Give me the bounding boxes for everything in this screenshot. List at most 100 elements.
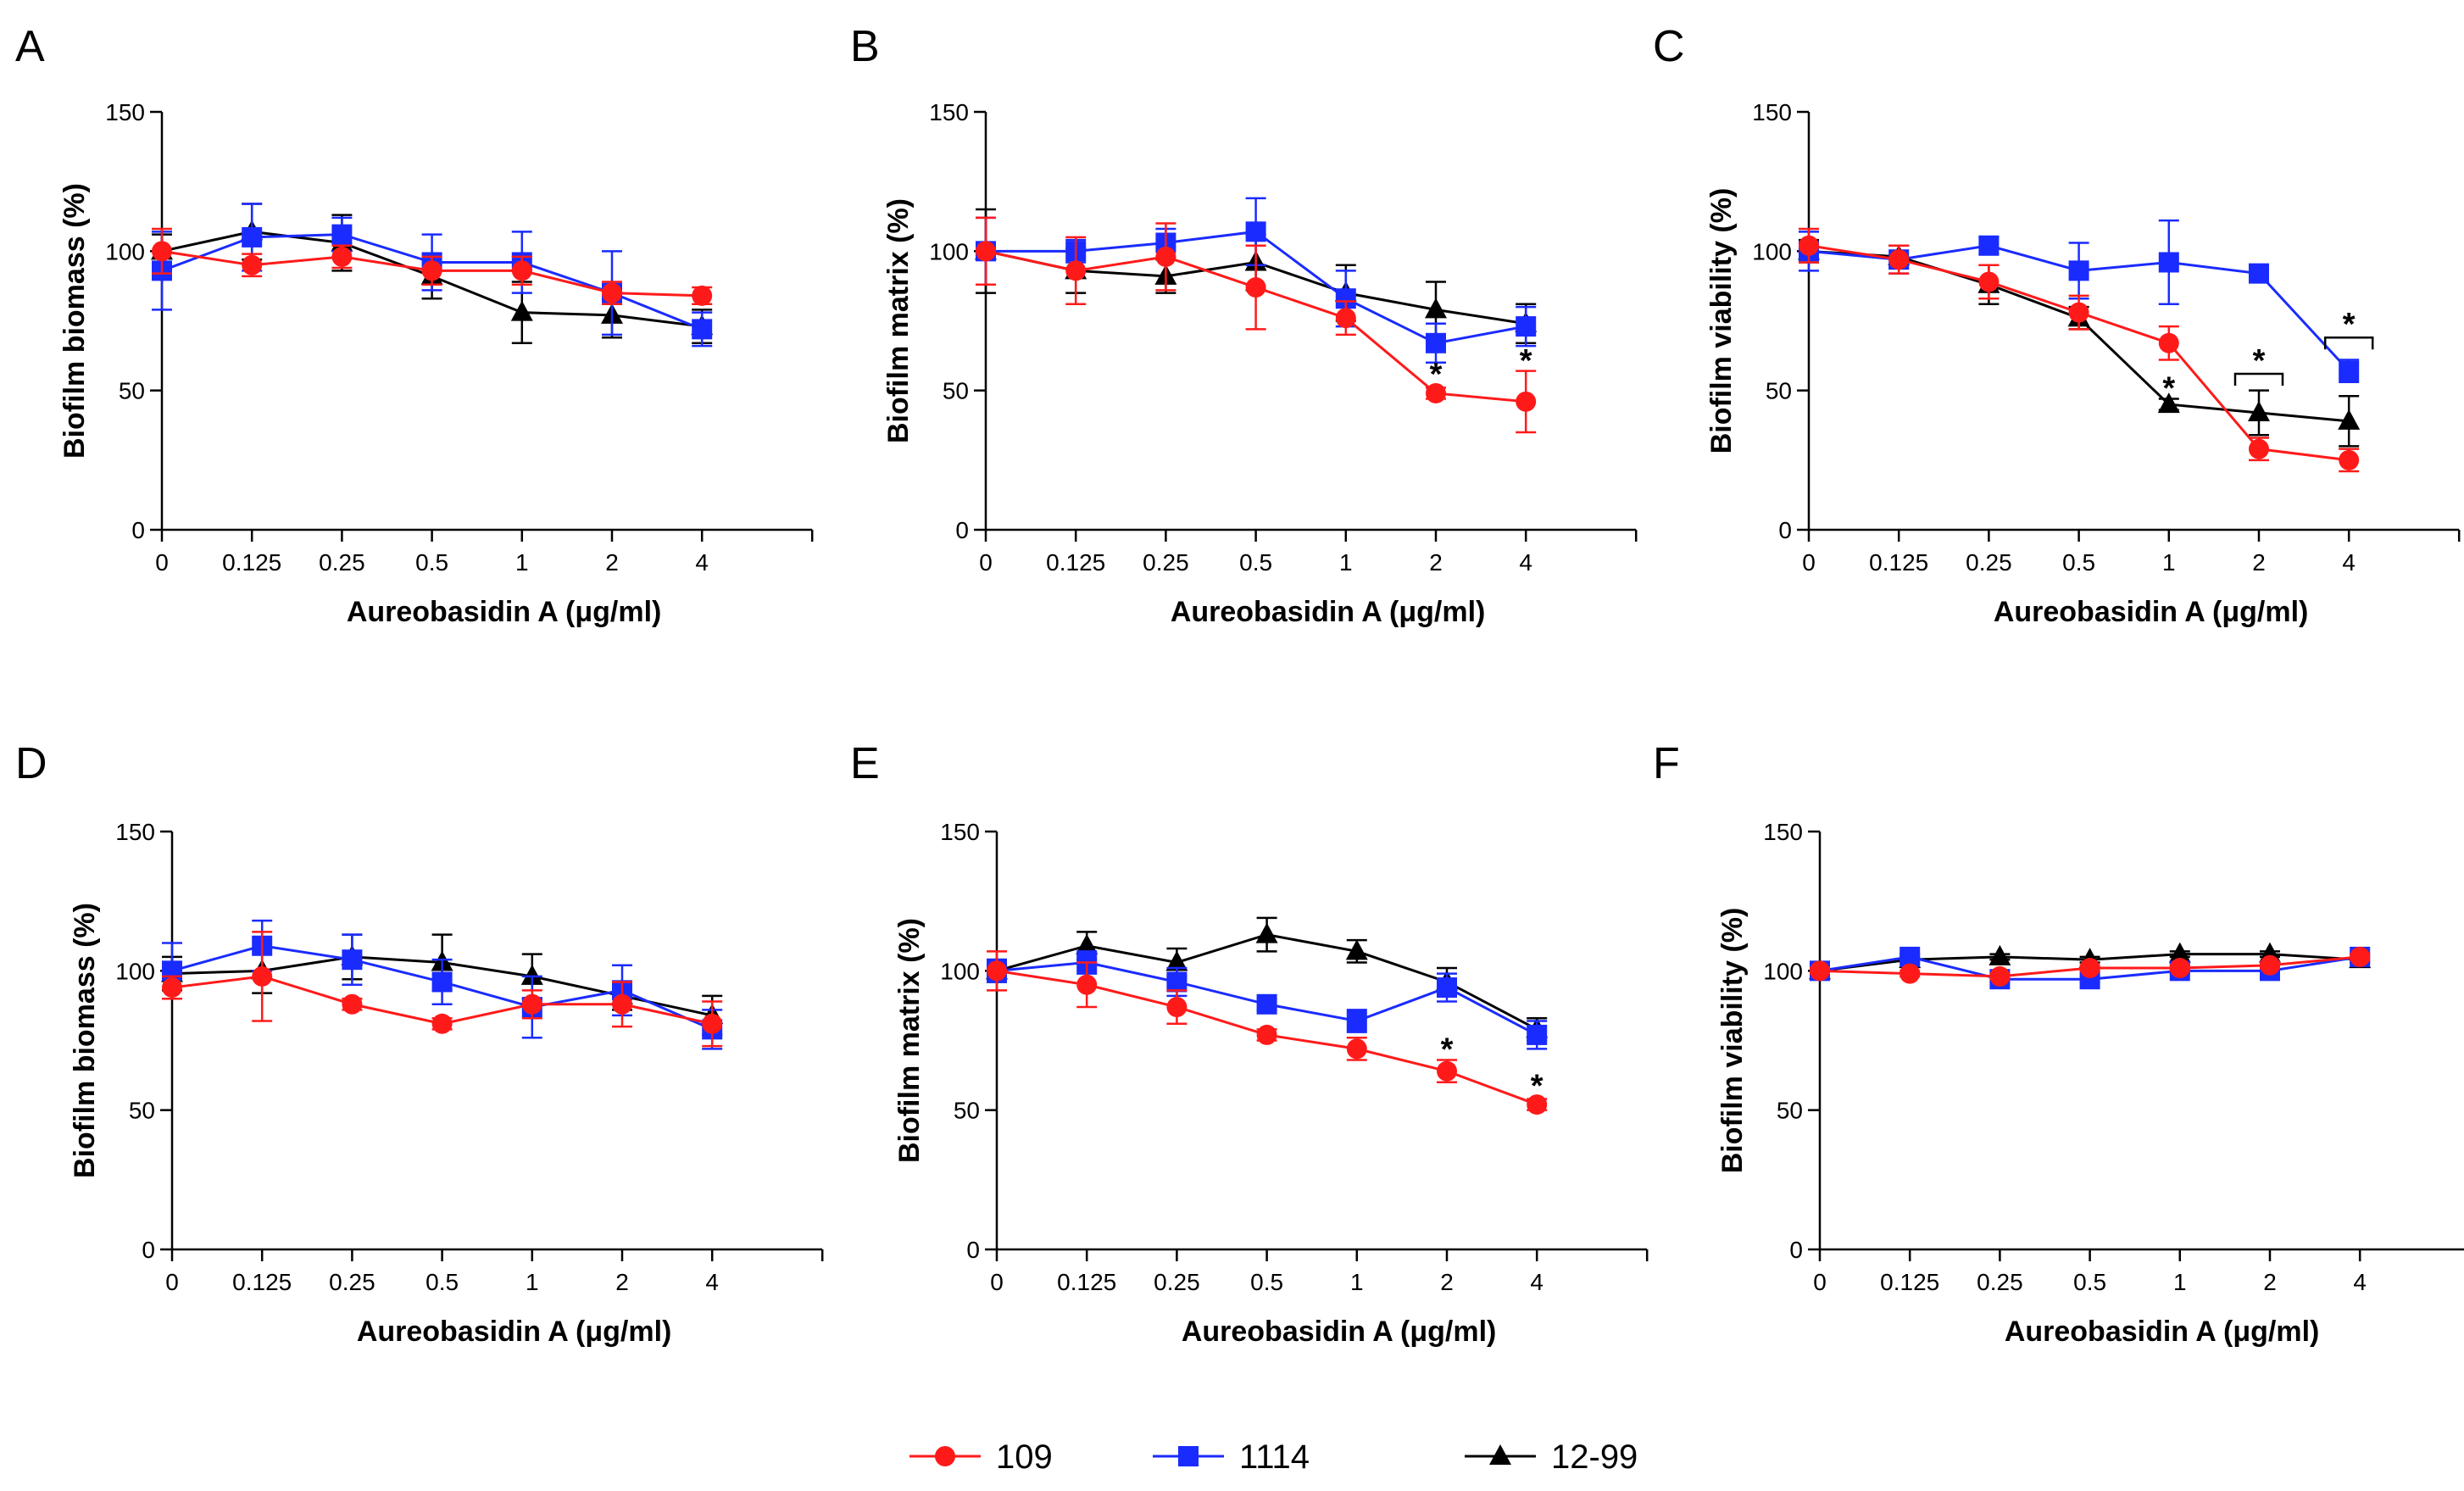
data-point — [521, 993, 542, 1015]
series-109 — [976, 216, 1537, 434]
data-point — [520, 964, 543, 985]
panel-f: F 0 50 100 150 0 0.125 0.25 0.5 1 2 4 Aureobasidin A… — [1653, 739, 2464, 1348]
x-tick-label: 1 — [1350, 1269, 1364, 1295]
x-axis-title: Aureobasidin A (μg/ml) — [347, 596, 662, 628]
data-point — [1437, 977, 1457, 999]
data-point — [510, 300, 533, 321]
legend-marker — [935, 1446, 955, 1466]
data-point — [602, 282, 622, 303]
data-point — [2260, 954, 2280, 976]
x-tick-label: 0.25 — [1154, 1269, 1200, 1295]
y-axis-title: Biofilm viability (%) — [1705, 188, 1738, 454]
data-point — [342, 993, 363, 1015]
series-12-99 — [986, 916, 1549, 1042]
x-tick-label: 2 — [615, 1269, 629, 1295]
data-point — [331, 246, 353, 267]
x-tick-label: 2 — [605, 549, 619, 576]
data-point — [2168, 942, 2191, 963]
data-point — [2169, 958, 2190, 979]
data-point — [2158, 332, 2179, 353]
legend-marker — [1489, 1444, 1511, 1465]
y-tick-label: 100 — [940, 958, 980, 984]
x-axis-title: Aureobasidin A (μg/ml) — [1182, 1316, 1497, 1348]
data-point — [692, 285, 713, 306]
x-tick-label: 4 — [1519, 549, 1532, 576]
significance-star: * — [1531, 1068, 1543, 1104]
data-point — [511, 260, 532, 281]
series-109 — [1799, 227, 2360, 473]
data-point — [2338, 409, 2361, 430]
y-tick-label: 100 — [929, 238, 969, 264]
y-tick-label: 0 — [142, 1237, 155, 1263]
x-tick-label: 0.25 — [319, 549, 365, 576]
data-point — [431, 1013, 453, 1034]
legend-item-12-99: 12-99 — [1465, 1438, 1638, 1476]
data-point — [152, 241, 172, 262]
data-point — [1978, 271, 2000, 292]
y-tick-label: 50 — [119, 378, 145, 404]
data-point — [976, 241, 996, 262]
significance-star: * — [2162, 371, 2175, 407]
x-tick-label: 4 — [2353, 1269, 2367, 1295]
panel-e: E 0 50 100 150 0 0.125 0.25 0.5 1 2 4 Aureobasidin A… — [850, 739, 1649, 1348]
data-point — [2068, 260, 2089, 281]
data-point — [2249, 438, 2269, 459]
data-point — [1245, 277, 1266, 298]
significance-star: * — [1441, 1032, 1454, 1068]
data-point — [1810, 960, 1830, 982]
x-tick-label: 0.125 — [1046, 549, 1105, 576]
legend-item-109: 109 — [909, 1438, 1053, 1476]
data-point — [2157, 392, 2180, 414]
x-axis-title: Aureobasidin A (μg/ml) — [357, 1316, 672, 1348]
x-tick-label: 0.5 — [2073, 1269, 2106, 1295]
x-tick-label: 0 — [1813, 1269, 1827, 1295]
data-point — [1988, 944, 2011, 965]
y-tick-label: 150 — [1752, 99, 1792, 125]
data-point — [342, 949, 363, 971]
x-axis-title: Aureobasidin A (μg/ml) — [2005, 1316, 2320, 1348]
data-point — [1076, 933, 1099, 954]
legend: 109 1114 12-99 — [909, 1438, 1638, 1476]
y-tick-label: 50 — [954, 1098, 980, 1124]
y-tick-label: 150 — [115, 819, 155, 845]
data-point — [1346, 1038, 1367, 1060]
data-point — [2079, 958, 2100, 979]
data-point — [242, 226, 263, 248]
data-point — [1426, 332, 1446, 353]
panel-letter: B — [850, 22, 880, 71]
x-tick-label: 0.5 — [1250, 1269, 1283, 1295]
data-point — [1346, 1010, 1367, 1032]
significance-star: * — [1430, 357, 1443, 392]
data-point — [252, 965, 273, 987]
y-axis-title: Biofilm viability (%) — [1716, 908, 1749, 1174]
x-tick-label: 1 — [526, 1269, 539, 1295]
data-point — [987, 960, 1007, 982]
y-tick-label: 50 — [943, 378, 969, 404]
panel-letter: D — [15, 739, 47, 788]
y-tick-label: 100 — [115, 958, 155, 984]
data-point — [1899, 963, 1921, 984]
y-axis-title: Biofilm biomass (%) — [69, 903, 101, 1178]
x-tick-label: 0.125 — [1057, 1269, 1116, 1295]
panel-letter: C — [1653, 22, 1685, 71]
data-point — [2158, 252, 2179, 273]
x-tick-label: 0.125 — [1880, 1269, 1939, 1295]
x-tick-label: 0.5 — [415, 549, 448, 576]
x-tick-label: 0.5 — [2062, 549, 2095, 576]
legend-label: 109 — [996, 1438, 1053, 1476]
series-109 — [162, 931, 723, 1048]
y-tick-label: 150 — [105, 99, 145, 125]
panel-a: A 0 50 100 150 0 0.125 0.25 0.5 1 2 4 Aureobasidin A… — [15, 22, 814, 628]
data-point — [2350, 946, 2371, 967]
y-tick-label: 0 — [966, 1237, 980, 1263]
y-tick-label: 0 — [1778, 517, 1792, 543]
y-axis-title: Biofilm matrix (%) — [893, 918, 926, 1163]
x-tick-label: 0.5 — [425, 1269, 459, 1295]
data-point — [1799, 235, 1819, 256]
x-tick-label: 4 — [2342, 549, 2356, 576]
significance-bracket — [2233, 372, 2284, 386]
x-tick-label: 2 — [2263, 1269, 2277, 1295]
x-tick-label: 0.125 — [1869, 549, 1928, 576]
x-tick-label: 0.25 — [1977, 1269, 2023, 1295]
